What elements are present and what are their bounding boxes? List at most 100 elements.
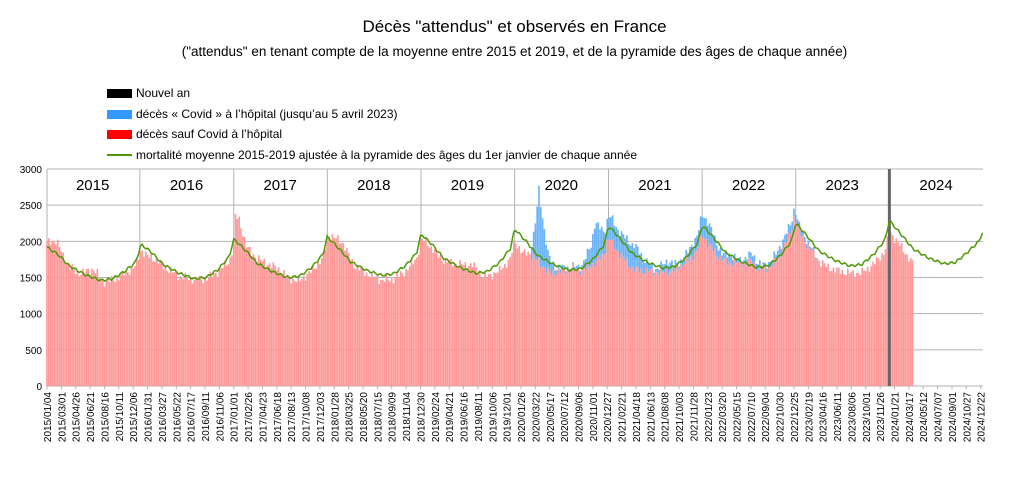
bar-non-covid <box>719 255 722 386</box>
bar-non-covid <box>592 263 594 386</box>
bar-non-covid <box>723 258 725 386</box>
bar-non-covid <box>288 276 291 386</box>
bar-covid <box>753 255 756 263</box>
x-tick-label: 2018/07/15 <box>373 392 384 442</box>
x-tick-label: 2018/01/28 <box>330 392 341 442</box>
bar-covid <box>665 259 668 270</box>
bar-non-covid <box>784 242 786 386</box>
bar-non-covid <box>669 271 671 386</box>
bar-covid <box>766 268 768 273</box>
bar-non-covid <box>340 243 343 386</box>
bar-non-covid <box>462 265 465 386</box>
x-tick-label: 2016/11/06 <box>215 392 226 442</box>
bar-non-covid <box>380 280 382 386</box>
bar-non-covid <box>566 268 569 386</box>
bar-covid <box>748 251 750 258</box>
bar-covid <box>802 230 804 236</box>
bar-non-covid <box>771 265 774 386</box>
bar-non-covid <box>486 278 488 386</box>
bar-covid <box>662 264 664 272</box>
x-tick-label: 2020/09/06 <box>575 392 586 442</box>
bar-non-covid <box>776 258 779 386</box>
bar-non-covid <box>128 274 131 386</box>
bar-non-covid <box>829 270 831 386</box>
bar-non-covid <box>636 266 639 386</box>
bar-covid <box>534 223 537 259</box>
bar-non-covid <box>527 251 530 386</box>
bar-non-covid <box>64 263 66 386</box>
bar-non-covid <box>838 267 840 386</box>
x-tick-label: 2015/04/26 <box>72 392 83 442</box>
bar-covid <box>604 233 607 254</box>
bar-non-covid <box>735 262 738 386</box>
bar-covid <box>532 231 535 255</box>
bar-non-covid <box>313 268 316 386</box>
bar-non-covid <box>351 259 354 386</box>
bar-non-covid <box>116 276 118 386</box>
bar-non-covid <box>780 256 783 386</box>
x-tick-label: 2015/06/21 <box>86 392 97 442</box>
bar-non-covid <box>674 265 677 386</box>
bar-covid <box>563 265 565 269</box>
bar-non-covid <box>909 257 912 386</box>
bar-non-covid <box>556 274 558 386</box>
legend-label-non-covid: décès sauf Covid à l’hôpital <box>136 127 283 141</box>
bar-non-covid <box>696 251 698 386</box>
x-tick-label: 2020/07/12 <box>560 392 571 442</box>
bar-non-covid <box>882 254 885 386</box>
expected-mortality-line <box>46 220 984 282</box>
x-tick-label: 2017/12/03 <box>316 392 327 442</box>
bar-covid <box>721 255 723 262</box>
bar-non-covid <box>496 272 499 386</box>
bar-non-covid <box>694 251 697 386</box>
year-label: 2024 <box>919 177 952 194</box>
bar-non-covid <box>376 276 379 386</box>
legend-item-new-year: Nouvel an <box>107 85 190 101</box>
bar-non-covid <box>791 230 793 386</box>
x-tick-label: 2016/05/22 <box>172 392 183 442</box>
bar-non-covid <box>626 258 628 386</box>
bar-non-covid <box>164 266 167 386</box>
bar-covid <box>814 257 817 259</box>
bar-non-covid <box>123 275 126 386</box>
bar-covid <box>701 216 704 238</box>
legend-swatch-new-year <box>107 88 132 98</box>
bar-covid <box>775 254 777 262</box>
bar-non-covid <box>793 216 795 386</box>
bar-non-covid <box>681 267 684 386</box>
bar-non-covid <box>832 267 835 386</box>
bar-non-covid <box>232 237 235 386</box>
x-tick-label: 2022/09/04 <box>761 392 772 442</box>
bar-non-covid <box>89 274 91 386</box>
bar-non-covid <box>728 261 731 386</box>
x-tick-label: 2019/12/01 <box>503 392 514 442</box>
bar-non-covid <box>683 263 686 386</box>
bar-non-covid <box>85 268 88 386</box>
bar-non-covid <box>602 255 605 386</box>
bar-non-covid <box>588 266 591 386</box>
bar-covid <box>593 228 596 267</box>
bar-non-covid <box>223 260 226 386</box>
bar-non-covid <box>536 260 539 386</box>
bar-non-covid <box>82 268 84 386</box>
bar-non-covid <box>658 274 661 386</box>
bar-non-covid <box>250 255 253 386</box>
bar-non-covid <box>899 245 901 386</box>
bar-non-covid <box>109 282 111 386</box>
x-tick-label: 2015/12/06 <box>129 392 140 442</box>
bar-non-covid <box>753 262 756 386</box>
bar-non-covid <box>179 276 181 386</box>
bar-non-covid <box>126 272 129 386</box>
x-tick-label: 2024/05/12 <box>919 392 930 442</box>
bar-non-covid <box>685 257 688 386</box>
bar-non-covid <box>460 263 463 386</box>
x-tick-label: 2016/07/17 <box>187 392 198 442</box>
bar-non-covid <box>577 267 580 386</box>
bar-covid <box>667 265 670 276</box>
x-tick-label: 2016/01/31 <box>144 392 155 442</box>
bar-non-covid <box>541 267 544 386</box>
bar-non-covid <box>680 263 682 386</box>
bar-non-covid <box>708 243 711 386</box>
bar-non-covid <box>222 267 224 386</box>
bar-non-covid <box>297 275 300 386</box>
